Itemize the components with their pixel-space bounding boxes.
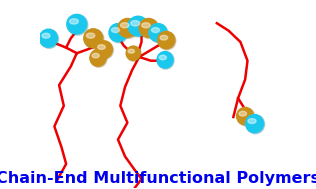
Ellipse shape xyxy=(109,24,127,42)
Ellipse shape xyxy=(159,55,167,60)
Ellipse shape xyxy=(118,19,138,39)
Ellipse shape xyxy=(128,16,148,36)
Ellipse shape xyxy=(128,49,135,53)
Ellipse shape xyxy=(246,115,265,134)
Ellipse shape xyxy=(96,41,113,59)
Ellipse shape xyxy=(118,19,137,37)
Ellipse shape xyxy=(126,46,141,61)
Text: Chain-End Multifunctional Polymers: Chain-End Multifunctional Polymers xyxy=(0,171,316,186)
Ellipse shape xyxy=(139,19,159,39)
Ellipse shape xyxy=(139,19,158,37)
Ellipse shape xyxy=(95,41,112,58)
Ellipse shape xyxy=(42,33,50,38)
Ellipse shape xyxy=(86,33,95,38)
Ellipse shape xyxy=(131,21,140,26)
Ellipse shape xyxy=(90,50,107,67)
Ellipse shape xyxy=(149,24,168,43)
Ellipse shape xyxy=(248,119,256,124)
Ellipse shape xyxy=(40,29,58,48)
Ellipse shape xyxy=(246,115,264,133)
Ellipse shape xyxy=(158,31,175,49)
Ellipse shape xyxy=(149,24,167,42)
Ellipse shape xyxy=(40,29,58,47)
Ellipse shape xyxy=(151,28,160,33)
Ellipse shape xyxy=(160,35,168,40)
Ellipse shape xyxy=(142,23,150,28)
Ellipse shape xyxy=(237,108,255,126)
Ellipse shape xyxy=(112,28,119,33)
Ellipse shape xyxy=(98,45,105,50)
Ellipse shape xyxy=(157,52,173,68)
Ellipse shape xyxy=(237,107,254,125)
Ellipse shape xyxy=(67,15,88,35)
Ellipse shape xyxy=(84,29,104,49)
Ellipse shape xyxy=(120,23,129,28)
Ellipse shape xyxy=(239,111,246,116)
Ellipse shape xyxy=(70,19,78,24)
Ellipse shape xyxy=(158,32,176,50)
Ellipse shape xyxy=(67,14,87,34)
Ellipse shape xyxy=(109,24,128,43)
Ellipse shape xyxy=(90,50,106,66)
Ellipse shape xyxy=(128,17,149,37)
Ellipse shape xyxy=(92,53,99,58)
Ellipse shape xyxy=(126,46,140,60)
Ellipse shape xyxy=(157,52,174,69)
Ellipse shape xyxy=(84,29,103,48)
